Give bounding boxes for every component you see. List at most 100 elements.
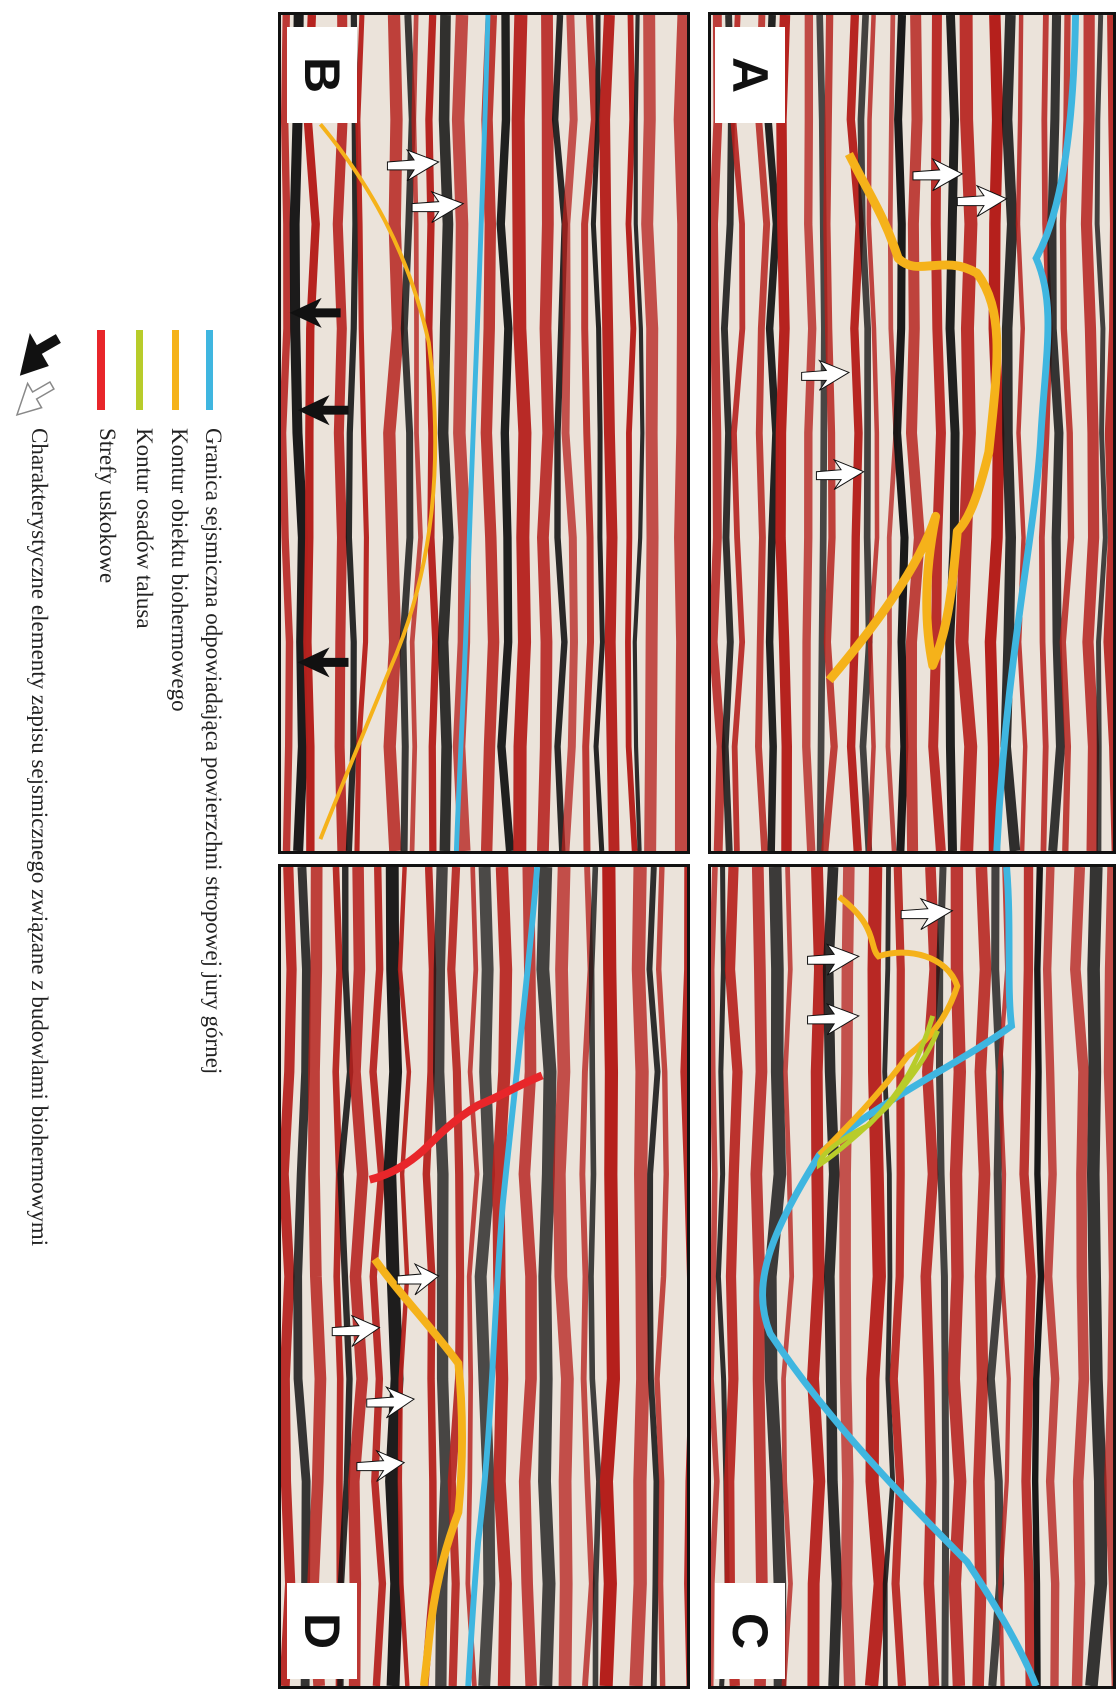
seismic-reflector <box>646 867 661 1686</box>
seismic-reflector <box>997 867 1011 1686</box>
seismic-reflector <box>955 15 978 851</box>
fault-zone-d <box>368 1071 544 1184</box>
seismic-reflectors-b <box>281 15 687 851</box>
seismic-reflector <box>821 15 838 851</box>
seismic-section-a <box>711 15 1113 851</box>
top-jurassic-horizon-b <box>453 15 491 851</box>
legend-arrow-black-icon <box>19 333 61 376</box>
seismic-reflector <box>348 867 369 1686</box>
seismic-reflector <box>920 867 940 1686</box>
seismic-reflectors-c <box>711 867 1113 1686</box>
seismic-reflector <box>625 15 638 851</box>
arrow-white-icon <box>411 190 465 223</box>
seismic-reflector <box>337 867 354 1686</box>
seismic-panel-b: B <box>278 12 690 854</box>
seismic-reflector <box>750 867 768 1686</box>
seismic-reflector <box>383 867 404 1686</box>
seismic-reflector <box>986 867 1005 1686</box>
seismic-reflector <box>536 867 557 1686</box>
legend-swatch-orange <box>172 330 179 410</box>
seismic-reflector <box>551 15 568 851</box>
seismic-reflector <box>496 15 515 851</box>
seismic-reflector <box>369 867 387 1686</box>
seismic-reflector <box>332 867 344 1686</box>
seismic-reflector <box>807 867 826 1686</box>
seismic-reflector <box>889 867 907 1686</box>
seismic-reflector <box>654 867 669 1686</box>
seismic-reflector <box>972 867 992 1686</box>
seismic-reflector <box>345 15 359 851</box>
seismic-reflector <box>641 15 659 851</box>
legend-label-talus: Kontur osadów talusa <box>132 428 157 629</box>
top-jurassic-horizon-a <box>993 15 1080 851</box>
legend-arrow-icons <box>15 333 61 417</box>
seismic-reflector <box>764 867 787 1686</box>
seismic-reflector <box>781 867 795 1686</box>
seismic-reflector <box>816 15 828 851</box>
arrow-white-icon <box>956 184 1008 217</box>
arrow-white-icon <box>807 1002 860 1036</box>
seismic-reflector <box>599 15 620 851</box>
seismic-reflector <box>518 867 538 1686</box>
arrow-white-icon <box>386 149 440 182</box>
seismic-reflector <box>437 15 454 851</box>
talus-contour-c <box>816 1015 940 1170</box>
seismic-reflector <box>629 867 650 1686</box>
bioherm-contour-c <box>817 894 961 1157</box>
top-jurassic-horizon-c <box>759 867 1040 1686</box>
arrow-black-icon <box>289 297 341 328</box>
panel-label-c: C <box>715 1583 785 1679</box>
seismic-reflector <box>383 15 405 851</box>
seismic-reflector <box>905 15 925 851</box>
seismic-panel-c: C <box>708 864 1116 1689</box>
arrow-black-icon <box>297 647 349 678</box>
seismic-reflector <box>581 15 598 851</box>
seismic-reflector <box>1047 15 1066 851</box>
seismic-reflector <box>599 867 620 1686</box>
seismic-reflector <box>293 867 311 1686</box>
seismic-reflector <box>480 15 500 851</box>
seismic-section-c <box>711 867 1113 1686</box>
seismic-reflector <box>755 15 771 851</box>
seismic-reflector <box>632 15 645 851</box>
bioherm-contour-a <box>825 152 1002 684</box>
seismic-reflector <box>1031 867 1045 1686</box>
seismic-reflector <box>588 867 602 1686</box>
seismic-reflector <box>332 15 348 851</box>
seismic-reflector <box>425 15 440 851</box>
seismic-reflector <box>724 867 743 1686</box>
arrow-white-icon <box>396 1262 440 1296</box>
bioherm-contour-b <box>318 122 438 840</box>
seismic-reflector <box>1080 15 1100 851</box>
seismic-reflector <box>775 15 792 851</box>
seismic-reflector <box>1103 867 1113 1686</box>
seismic-reflector <box>281 867 297 1686</box>
seismic-reflector <box>1094 15 1108 851</box>
legend-arrow-white-icon <box>15 381 55 417</box>
seismic-reflector <box>1070 867 1090 1686</box>
seismic-reflector <box>307 867 327 1686</box>
seismic-reflector <box>1038 15 1053 851</box>
seismic-reflector <box>673 15 687 851</box>
seismic-reflector <box>579 867 595 1686</box>
seismic-reflector <box>720 15 735 851</box>
seismic-reflector <box>590 15 605 851</box>
seismic-reflector <box>984 15 1005 851</box>
seismic-reflector <box>511 15 532 851</box>
seismic-reflector <box>552 867 574 1686</box>
legend-label-top-jurassic: Granica sejsmiczna odpowiadająca powierz… <box>201 428 226 1075</box>
legend-swatch-red <box>97 330 105 410</box>
top-jurassic-horizon-d <box>465 867 541 1686</box>
seismic-reflector <box>561 15 578 851</box>
seismic-reflector <box>354 15 369 851</box>
legend-label-fault: Strefy uskokowe <box>95 428 120 584</box>
legend-swatch-blue <box>206 330 213 410</box>
legend-swatch-green <box>136 330 143 410</box>
seismic-reflector <box>537 15 555 851</box>
seismic-reflector <box>839 867 856 1686</box>
arrow-white-icon <box>366 1386 416 1419</box>
seismic-reflector <box>465 867 480 1686</box>
seismic-reflector <box>935 867 950 1686</box>
seismic-reflector <box>1015 15 1028 851</box>
seismic-reflector <box>857 15 873 851</box>
